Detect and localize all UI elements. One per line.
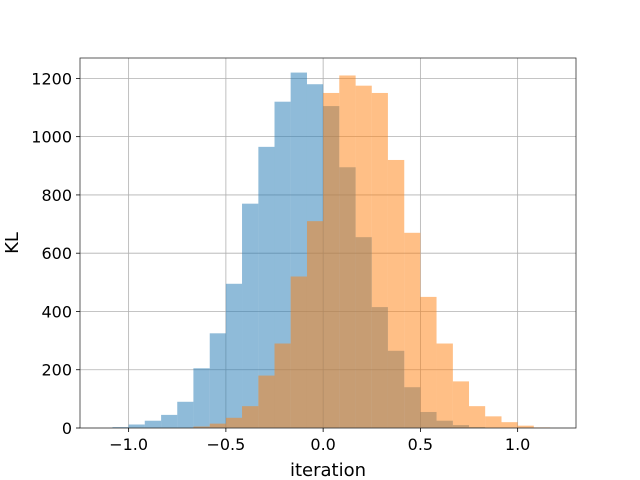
- histogram-bar-series-2: [485, 416, 502, 428]
- histogram-bar-series-1: [128, 424, 145, 428]
- histogram-bar-series-1: [242, 203, 259, 428]
- histogram-bar-series-1: [161, 414, 178, 428]
- histogram-bars: [112, 72, 551, 429]
- histogram-bar-series-2: [209, 423, 226, 428]
- histogram-bar-series-1: [144, 420, 162, 428]
- y-tick-label: 1000: [31, 128, 72, 147]
- histogram-bar-series-1: [177, 401, 194, 428]
- histogram-bar-series-2: [225, 417, 243, 428]
- x-tick-label: 1.0: [505, 435, 530, 454]
- histogram-bar-series-1: [225, 283, 243, 428]
- y-tick-label: 600: [41, 244, 72, 263]
- x-tick-label: −1.0: [109, 435, 148, 454]
- x-tick-label: −0.5: [206, 435, 245, 454]
- x-tick-label: 0.5: [408, 435, 433, 454]
- histogram-bar-series-2: [242, 406, 259, 428]
- histogram-bar-series-2: [387, 159, 405, 428]
- x-tick-label: 0.0: [310, 435, 335, 454]
- histogram-bar-series-2: [258, 375, 275, 428]
- histogram-bar-series-2: [517, 425, 534, 428]
- y-tick-label: 0: [62, 419, 72, 438]
- histogram-bar-series-2: [323, 92, 340, 428]
- histogram-bar-series-2: [404, 232, 421, 428]
- histogram-bar-series-2: [452, 381, 470, 428]
- histogram-bar-series-2: [193, 426, 210, 428]
- histogram-bar-series-2: [274, 343, 291, 428]
- histogram-bar-series-2: [371, 92, 388, 428]
- histogram-bar-series-2: [339, 75, 356, 428]
- histogram-bar-series-1: [258, 146, 275, 428]
- histogram-bar-series-1: [209, 333, 226, 428]
- y-axis-label: KL: [2, 232, 23, 254]
- y-tick-label: 200: [41, 361, 72, 380]
- plot-frame: [79, 57, 577, 429]
- histogram-bar-series-2: [469, 406, 486, 428]
- histogram-bar-series-2: [501, 422, 518, 428]
- histogram-bar-series-2: [420, 296, 437, 428]
- histogram-bar-series-1: [193, 368, 210, 428]
- histogram-bar-series-2: [290, 276, 307, 428]
- axis-ticks: −1.0 −0.5 0.0 0.5 1.0 0 200 400 600 800 1000 1200: [31, 69, 530, 454]
- histogram-bar-series-2: [306, 221, 324, 428]
- histogram-bar-series-1: [112, 427, 129, 428]
- histogram-bar-series-2: [355, 85, 372, 429]
- y-tick-label: 800: [41, 186, 72, 205]
- y-tick-label: 400: [41, 302, 72, 321]
- x-axis-label: iteration: [290, 460, 366, 480]
- histogram-bar-series-2: [436, 343, 453, 428]
- y-tick-label: 1200: [31, 69, 72, 88]
